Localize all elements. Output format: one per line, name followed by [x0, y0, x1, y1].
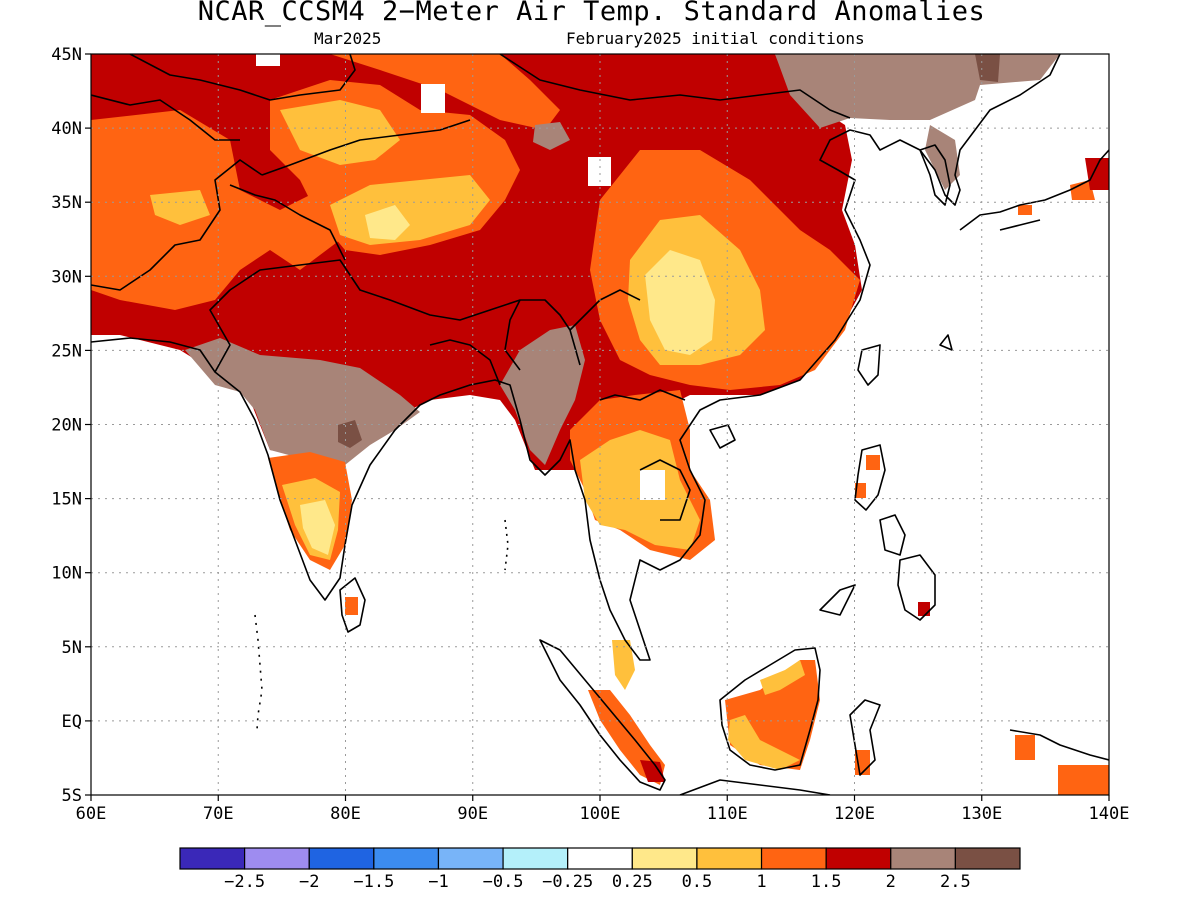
- lon-tick-label: 90E: [457, 804, 488, 824]
- lat-tick-label: 45N: [51, 45, 82, 65]
- anomaly-field-lightyellow-tibet: [365, 205, 410, 240]
- anomaly-field-yellow-north: [280, 100, 400, 165]
- anomaly-gap-north: [256, 54, 280, 66]
- colorbar-label: 1.5: [811, 872, 842, 892]
- anomaly-field-orange-japan: [1070, 180, 1095, 200]
- anomaly-field-yellow-west: [150, 190, 210, 225]
- anomaly-field-orange-halmahera: [1015, 735, 1035, 760]
- anomaly-gap-tibet-1: [421, 84, 445, 113]
- map-gridlines: [91, 54, 1109, 795]
- lat-tick-label: 5S: [62, 786, 82, 806]
- lat-tick-label: EQ: [62, 712, 82, 732]
- colorbar-label: −1: [428, 872, 448, 892]
- anomaly-field-brown-tibet-spot: [533, 122, 570, 150]
- initial-conditions: February2025 initial conditions: [566, 29, 865, 48]
- lat-tick-label: 5N: [62, 638, 82, 658]
- colorbar-swatch: [244, 847, 310, 870]
- colorbar-swatch: [825, 847, 892, 870]
- colorbar-swatch: [502, 847, 569, 870]
- lat-tick-label: 15N: [51, 490, 82, 510]
- anomaly-field-yellow-borneo-north: [760, 660, 805, 695]
- colorbar: −2.5 −2 −1.5 −1 −0.5 −0.25 0.25 0.5 1 1.5 2 2.5: [179, 847, 1021, 892]
- anomaly-field-lightyellow-china: [645, 250, 715, 355]
- colorbar-label: 2.5: [940, 872, 971, 892]
- anomaly-field-orange-west: [91, 110, 345, 310]
- anomaly-gap-tibet-2: [588, 157, 611, 186]
- lat-tick-label: 25N: [51, 341, 82, 361]
- colorbar-label: 2: [886, 872, 896, 892]
- colorbar-label: −0.5: [483, 872, 524, 892]
- colorbar-swatch: [631, 847, 698, 870]
- anomaly-field-brown-northeast: [775, 54, 1060, 128]
- lon-tick-label: 130E: [961, 804, 1002, 824]
- lat-tick-label: 20N: [51, 416, 82, 436]
- anomaly-field-darkred-sumatra: [640, 760, 665, 782]
- anomaly-field-orange-srilanka: [345, 597, 358, 615]
- anomaly-field-yellow-borneo: [728, 715, 800, 770]
- colorbar-swatch: [179, 847, 246, 870]
- colorbar-swatch: [373, 847, 440, 870]
- anomaly-field-brown-india: [185, 338, 420, 465]
- anomaly-field-darkbrown-india-spot: [338, 420, 362, 448]
- anomaly-field-orange-luzon-south: [855, 483, 866, 498]
- coastlines: [91, 54, 1109, 795]
- colorbar-label: 0.5: [682, 872, 713, 892]
- lon-tick-label: 140E: [1089, 804, 1130, 824]
- anomaly-field-brown-myanmar: [500, 325, 585, 465]
- colorbar-swatch: [760, 847, 827, 870]
- anomaly-gap-indochina: [640, 470, 665, 500]
- colorbar-label: −2: [299, 872, 319, 892]
- forecast-month: Mar2025: [314, 29, 382, 48]
- colorbar-swatch: [308, 847, 375, 870]
- lon-tick-label: 110E: [707, 804, 748, 824]
- colorbar-label: 0.25: [612, 872, 653, 892]
- lat-tick-label: 40N: [51, 119, 82, 139]
- lat-tick-label: 10N: [51, 564, 82, 584]
- anomaly-field-yellow-malaya: [612, 640, 635, 690]
- colorbar-swatch: [437, 847, 504, 870]
- lon-tick-label: 60E: [76, 804, 107, 824]
- lon-tick-label: 70E: [203, 804, 234, 824]
- anomaly-field-orange-luzon: [866, 455, 880, 470]
- anomaly-field-darkred-japan: [1085, 158, 1109, 190]
- lat-tick-label: 30N: [51, 267, 82, 287]
- lon-tick-label: 80E: [330, 804, 361, 824]
- anomaly-shading: [91, 54, 1109, 795]
- lon-tick-label: 120E: [834, 804, 875, 824]
- colorbar-label: 1: [756, 872, 766, 892]
- colorbar-swatch: [696, 847, 763, 870]
- colorbar-swatch: [890, 847, 956, 870]
- anomaly-field-darkred-mindanao: [918, 602, 930, 616]
- colorbar-swatch: [954, 847, 1021, 870]
- anomaly-field-orange-newguinea: [1058, 765, 1109, 795]
- colorbar-swatch: [567, 847, 633, 870]
- anomaly-field-lightyellow-india: [300, 500, 335, 555]
- colorbar-label: −0.25: [542, 872, 593, 892]
- colorbar-label: −2.5: [224, 872, 265, 892]
- colorbar-label: −1.5: [353, 872, 394, 892]
- chart-title: NCAR_CCSM4 2−Meter Air Temp. Standard An…: [197, 0, 986, 27]
- anomaly-field-orange-kyushu: [1018, 205, 1032, 215]
- lat-tick-label: 35N: [51, 193, 82, 213]
- lon-tick-label: 100E: [580, 804, 621, 824]
